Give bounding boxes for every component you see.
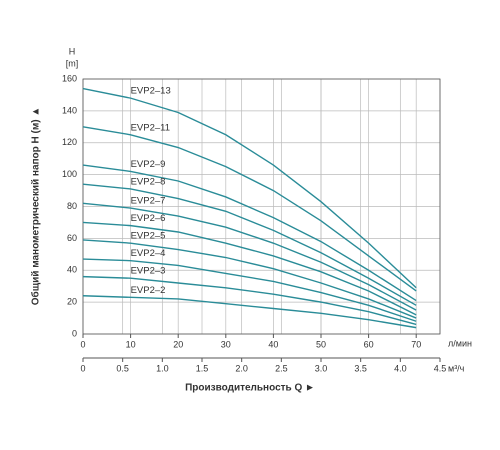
y-tick-label: 60 xyxy=(67,233,77,243)
x2-tick-label: 1.0 xyxy=(156,363,169,373)
curve xyxy=(82,183,417,306)
series-label: EVP2–4 xyxy=(131,248,166,259)
curve xyxy=(82,221,417,316)
curve xyxy=(82,202,417,311)
y-title: Общий манометрический напор H (м) ▲ xyxy=(30,107,42,306)
x-unit: л/мин xyxy=(448,338,472,348)
y-unit: [m] xyxy=(66,58,79,68)
series-label: EVP2–9 xyxy=(131,159,166,170)
curve xyxy=(82,258,417,322)
x-tick-label: 70 xyxy=(411,339,421,349)
series-label: EVP2–7 xyxy=(131,196,166,207)
series-label: EVP2–2 xyxy=(131,285,166,296)
curve xyxy=(82,87,417,289)
series-label: EVP2–8 xyxy=(131,176,166,187)
y-tick-label: 0 xyxy=(72,328,77,338)
x-tick-label: 50 xyxy=(316,339,326,349)
plot-frame xyxy=(82,78,441,335)
curve xyxy=(82,275,417,326)
curve xyxy=(82,126,417,292)
series-label: EVP2–13 xyxy=(131,86,171,97)
y-tick-label: 100 xyxy=(62,169,77,179)
x2-tick-label: 4.0 xyxy=(394,363,407,373)
x2-tick-label: 3.5 xyxy=(354,363,367,373)
y-tick-label: 120 xyxy=(62,137,77,147)
x2-unit: м³/ч xyxy=(448,363,465,373)
x-tick-label: 30 xyxy=(221,339,231,349)
x-tick-label: 60 xyxy=(364,339,374,349)
curve xyxy=(82,164,417,302)
curve xyxy=(82,295,417,329)
y-label: H xyxy=(69,46,76,56)
series-label: EVP2–6 xyxy=(131,213,166,224)
x-title: Производительность Q ► xyxy=(185,383,315,394)
x-tick-label: 20 xyxy=(173,339,183,349)
x-tick-label: 10 xyxy=(126,339,136,349)
x-tick-label: 40 xyxy=(268,339,278,349)
x2-tick-label: 0 xyxy=(80,363,85,373)
y-tick-label: 160 xyxy=(62,73,77,83)
y-tick-label: 80 xyxy=(67,201,77,211)
y-tick-label: 20 xyxy=(67,297,77,307)
series-label: EVP2–11 xyxy=(131,122,170,133)
x2-tick-label: 2.5 xyxy=(275,363,288,373)
x2-tick-label: 4.5 xyxy=(434,363,447,373)
x2-tick-label: 0.5 xyxy=(116,363,129,373)
curve xyxy=(82,239,417,319)
y-tick-label: 40 xyxy=(67,265,77,275)
x2-tick-label: 2.0 xyxy=(235,363,248,373)
x2-tick-label: 1.5 xyxy=(196,363,209,373)
y-tick-label: 140 xyxy=(62,105,77,115)
series-label: EVP2–5 xyxy=(131,231,166,242)
series-label: EVP2–3 xyxy=(131,266,166,277)
x-tick-label: 0 xyxy=(80,339,85,349)
x2-tick-label: 3.0 xyxy=(315,363,328,373)
